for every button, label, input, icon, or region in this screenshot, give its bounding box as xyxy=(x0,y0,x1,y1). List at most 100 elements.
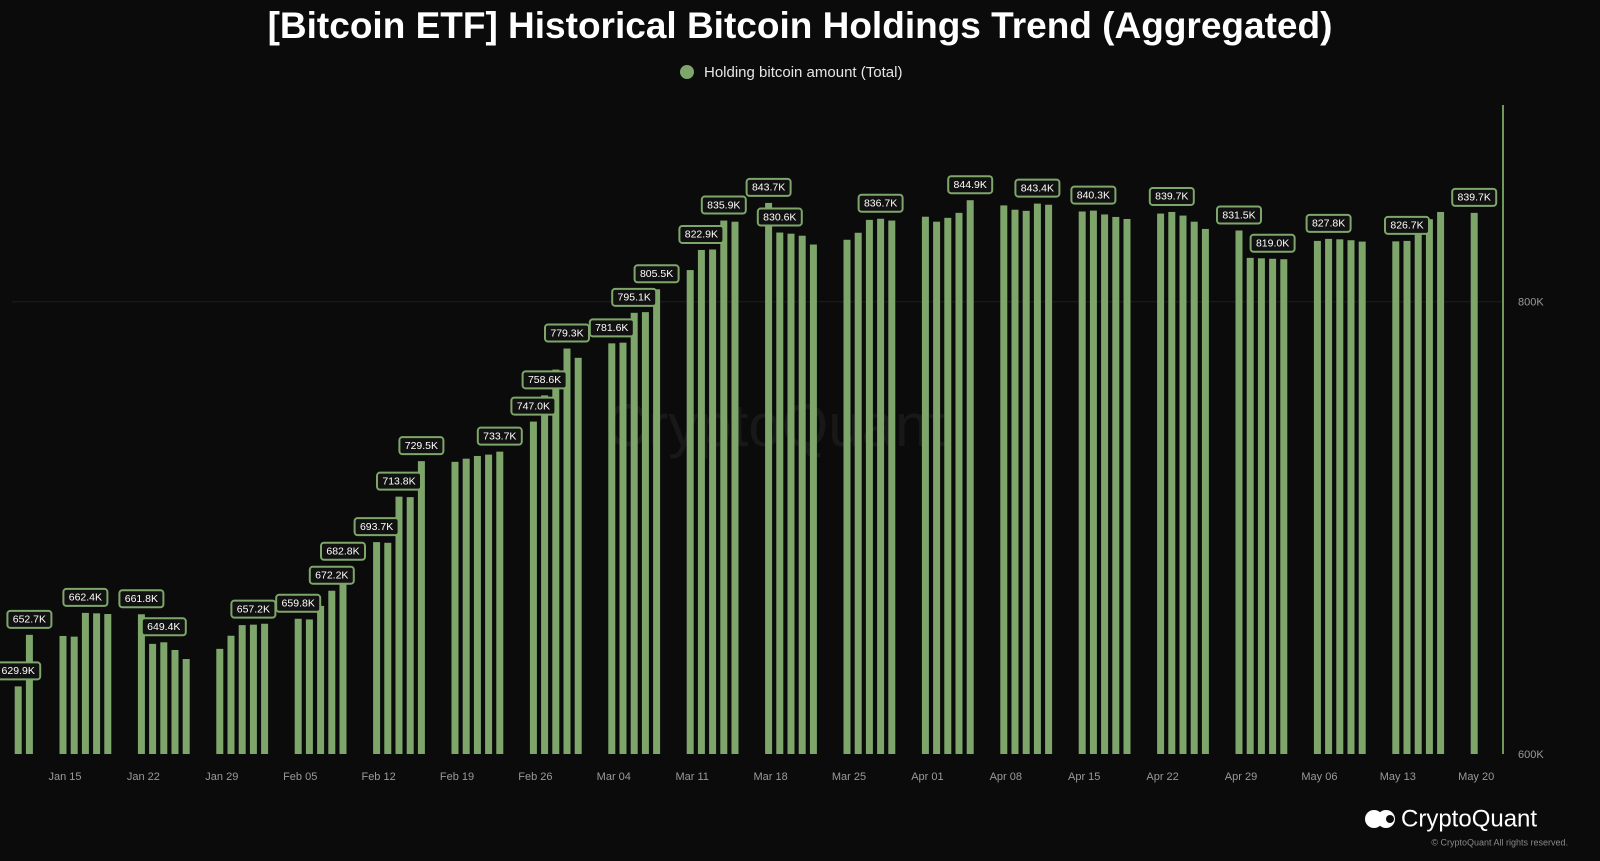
value-label-box xyxy=(6,609,53,629)
value-label-text: 840.3K xyxy=(1077,189,1110,201)
value-label-text: 682.8K xyxy=(326,546,359,558)
x-tick-label: Jan 15 xyxy=(48,771,81,783)
value-label-box xyxy=(1451,187,1498,207)
bar xyxy=(1280,259,1288,754)
bar xyxy=(787,233,795,755)
value-label-text: 831.5K xyxy=(1222,209,1255,221)
logo-icon xyxy=(1386,815,1394,823)
bar xyxy=(921,216,929,754)
bar xyxy=(137,614,145,754)
bar xyxy=(294,618,302,754)
value-label-box xyxy=(745,177,792,197)
x-tick-label: Feb 19 xyxy=(440,771,474,783)
value-label-text: 836.7K xyxy=(864,198,897,210)
bar xyxy=(406,497,414,754)
bar xyxy=(944,217,952,754)
bar xyxy=(249,624,257,754)
legend-swatch xyxy=(680,65,694,79)
value-label-box xyxy=(398,436,445,456)
bar xyxy=(1235,230,1243,754)
bar xyxy=(697,249,705,754)
value-label: 831.5K xyxy=(1216,205,1262,225)
x-tick-label: Feb 12 xyxy=(361,771,395,783)
x-tick-label: Apr 29 xyxy=(1225,771,1257,783)
value-label: 693.7K xyxy=(353,517,400,537)
x-tick-label: May 20 xyxy=(1458,771,1494,783)
bar xyxy=(1470,212,1478,754)
bar xyxy=(328,590,336,754)
value-label-text: 819.0K xyxy=(1256,238,1289,250)
bar xyxy=(160,642,168,754)
value-label: 659.8K xyxy=(275,593,322,613)
value-label: 839.7K xyxy=(1451,187,1498,207)
bar xyxy=(809,244,817,755)
bar xyxy=(1414,232,1422,754)
value-label-box xyxy=(857,193,904,213)
bar xyxy=(1089,210,1097,755)
value-label-box xyxy=(1148,186,1195,206)
value-label-text: 629.9K xyxy=(2,665,35,677)
bar xyxy=(1201,228,1209,755)
bar xyxy=(933,221,941,754)
value-label-box xyxy=(947,175,994,195)
bar xyxy=(451,461,459,754)
bar xyxy=(227,635,235,754)
bar xyxy=(104,614,112,754)
value-label-box xyxy=(633,264,680,284)
bar xyxy=(339,566,347,754)
value-label-box xyxy=(476,426,523,446)
bar xyxy=(59,635,67,754)
bar xyxy=(1425,219,1433,754)
bar xyxy=(641,312,649,754)
bar xyxy=(765,202,773,754)
value-label-box xyxy=(1384,215,1430,235)
value-label-box xyxy=(700,195,747,215)
bar xyxy=(70,636,78,754)
bar xyxy=(93,613,101,754)
bar xyxy=(496,451,504,754)
x-tick-label: May 13 xyxy=(1380,771,1416,783)
bar xyxy=(1403,240,1411,754)
bar xyxy=(619,342,627,754)
value-label-box xyxy=(353,517,400,537)
value-label-text: 830.6K xyxy=(763,211,796,223)
value-label: 805.5K xyxy=(633,264,680,284)
x-tick-label: Jan 22 xyxy=(127,771,160,783)
value-label-text: 747.0K xyxy=(517,400,550,412)
value-label-text: 758.6K xyxy=(528,374,561,386)
value-label: 729.5K xyxy=(398,436,445,456)
bar xyxy=(1269,258,1277,754)
value-label: 733.7K xyxy=(476,426,523,446)
value-label-text: 822.9K xyxy=(685,229,718,241)
value-label-box xyxy=(308,565,355,585)
value-label: 844.9K xyxy=(947,175,994,195)
value-label-text: 826.7K xyxy=(1390,220,1423,232)
value-label-text: 657.2K xyxy=(237,603,270,615)
value-label-text: 781.6K xyxy=(595,322,628,334)
value-label-box xyxy=(0,661,42,681)
bar xyxy=(1246,257,1254,754)
value-label-text: 672.2K xyxy=(315,570,348,582)
bar xyxy=(865,219,873,755)
bar xyxy=(1157,213,1165,754)
x-tick-label: May 06 xyxy=(1301,771,1337,783)
bar xyxy=(888,220,896,755)
bar xyxy=(966,200,974,755)
value-label-box xyxy=(756,207,803,227)
bar xyxy=(1347,240,1355,754)
value-label: 843.4K xyxy=(1014,178,1061,198)
value-label: 657.2K xyxy=(230,599,277,619)
bar xyxy=(1336,239,1344,755)
bar xyxy=(563,348,571,754)
bar xyxy=(25,634,33,754)
bar xyxy=(216,648,224,754)
bar xyxy=(720,220,728,755)
value-label-text: 839.7K xyxy=(1458,192,1491,204)
bar xyxy=(1022,210,1030,755)
bar xyxy=(1257,258,1265,754)
bar xyxy=(1045,204,1053,755)
value-label: 830.6K xyxy=(756,207,803,227)
bar xyxy=(608,343,616,754)
value-label-box xyxy=(510,396,557,416)
